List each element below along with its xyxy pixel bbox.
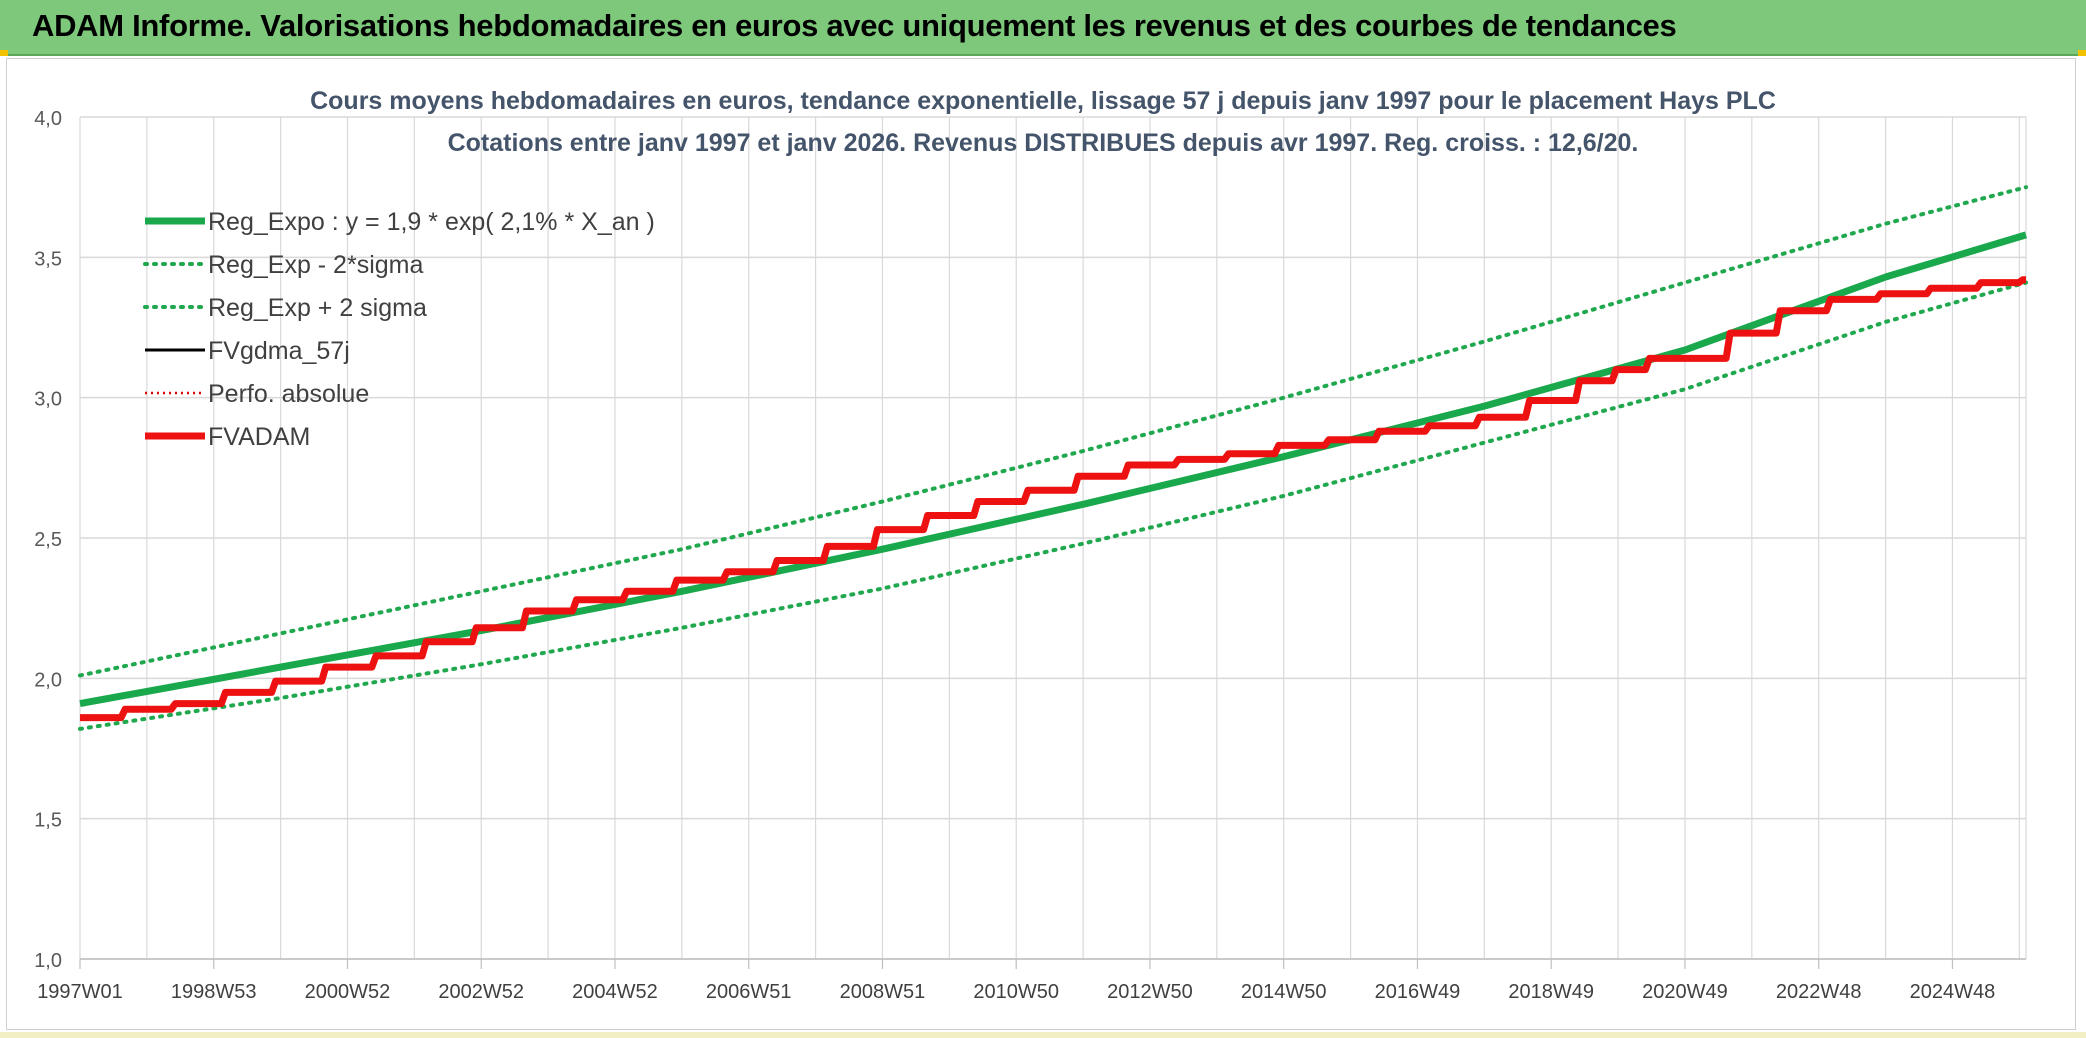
report-banner: ADAM Informe. Valorisations hebdomadaire… — [0, 0, 2086, 56]
legend-label: Perfo. absolue — [208, 380, 369, 408]
x-tick-label: 2000W52 — [305, 981, 391, 1003]
y-tick-label: 3,0 — [34, 389, 62, 411]
series-line-2 — [78, 185, 2028, 678]
legend-label: Reg_Exp - 2*sigma — [208, 251, 423, 279]
chart-frame — [6, 58, 2076, 1030]
y-tick-label: 2,0 — [34, 669, 62, 691]
x-tick-label: 2008W51 — [840, 981, 926, 1003]
x-tick-label: 2006W51 — [706, 981, 792, 1003]
report-title: ADAM Informe. Valorisations hebdomadaire… — [32, 8, 1677, 43]
y-tick-label: 3,5 — [34, 248, 62, 270]
grid — [79, 116, 2027, 960]
x-tick-label: 2002W52 — [438, 981, 524, 1003]
chart-subtitle: Cotations entre janv 1997 et janv 2026. … — [448, 129, 1639, 157]
bottom-strip — [0, 1032, 2086, 1038]
series-lines — [78, 185, 2028, 731]
y-tick-label: 4,0 — [34, 108, 62, 130]
series-line-5 — [80, 276, 2027, 722]
x-tick-label: 2018W49 — [1508, 981, 1594, 1003]
legend-label: FVADAM — [208, 423, 310, 451]
corner-marker-left — [0, 50, 8, 56]
legend-label: Reg_Exp + 2 sigma — [208, 294, 427, 322]
x-tick-label: 2012W50 — [1107, 981, 1193, 1003]
legend-label: FVgdma_57j — [208, 337, 350, 365]
y-axis-ticks: 1,0 1,5 2,0 2,5 3,0 3,5 4,0 — [34, 108, 62, 972]
legend-label: Reg_Expo : y = 1,9 * exp( 2,1% * X_an ) — [208, 208, 655, 236]
x-tick-label: 2010W50 — [973, 981, 1059, 1003]
y-tick-label: 1,5 — [34, 810, 62, 832]
corner-marker-right — [2078, 50, 2086, 56]
x-tick-label: 2016W49 — [1375, 981, 1461, 1003]
x-tick-label: 1998W53 — [171, 981, 257, 1003]
x-axis-ticks: 1997W01 1998W53 2000W52 2002W52 2004W52 2006W… — [37, 959, 1995, 1003]
x-tick-label: 2024W48 — [1910, 981, 1996, 1003]
series-line-1 — [78, 280, 2028, 731]
x-tick-label: 2014W50 — [1241, 981, 1327, 1003]
legend: Reg_Expo : y = 1,9 * exp( 2,1% * X_an ) R… — [143, 208, 655, 451]
x-tick-label: 1997W01 — [37, 981, 123, 1003]
series-line-0 — [79, 231, 2028, 708]
x-tick-label: 2022W48 — [1776, 981, 1862, 1003]
x-tick-label: 2020W49 — [1642, 981, 1728, 1003]
x-tick-label: 2004W52 — [572, 981, 658, 1003]
y-tick-label: 2,5 — [34, 529, 62, 551]
chart-title: Cours moyens hebdomadaires en euros, ten… — [310, 87, 1776, 115]
y-tick-label: 1,0 — [34, 950, 62, 972]
